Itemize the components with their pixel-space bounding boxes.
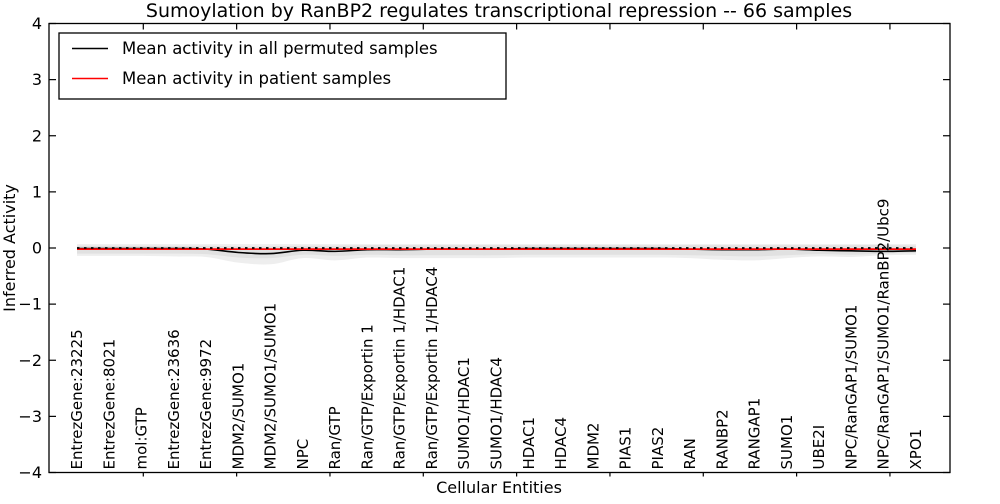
legend-label-permuted: Mean activity in all permuted samples (122, 39, 438, 58)
x-category-label: NPC (294, 439, 312, 470)
x-category-label: Ran/GTP/Exportin 1/HDAC1 (391, 267, 409, 470)
x-category-label: MDM2 (584, 423, 602, 470)
chart-title: Sumoylation by RanBP2 regulates transcri… (146, 0, 852, 22)
x-category-label: SUMO1 (778, 415, 796, 470)
x-category-label: MDM2/SUMO1 (229, 363, 247, 470)
x-category-label: Ran/GTP/Exportin 1/HDAC4 (423, 267, 441, 470)
x-category-label: EntrezGene:23225 (68, 329, 86, 469)
x-category-label: EntrezGene:9972 (197, 339, 215, 470)
x-category-label: MDM2/SUMO1/SUMO1 (262, 303, 280, 470)
x-category-label: HDAC1 (520, 417, 538, 470)
y-tick-label: 3 (32, 70, 42, 89)
y-tick-label: 4 (32, 14, 42, 33)
x-category-label: NPC/RanGAP1/SUMO1 (843, 305, 861, 470)
x-category-label: RAN (681, 438, 699, 469)
x-category-label: Ran/GTP/Exportin 1 (358, 324, 376, 469)
y-tick-labels: 4 3 2 1 0 −1 −2 −3 −4 (18, 14, 42, 482)
x-category-label: XPO1 (907, 429, 925, 470)
legend: Mean activity in all permuted samples Me… (58, 32, 507, 100)
x-category-label: RANBP2 (713, 409, 731, 469)
y-tick-label: −1 (18, 295, 42, 314)
x-category-label: UBE2I (810, 425, 828, 470)
y-tick-label: −4 (18, 463, 42, 482)
x-category-label: PIAS1 (617, 427, 635, 470)
x-category-label: RANGAP1 (746, 398, 764, 470)
legend-box (58, 32, 507, 100)
x-category-label: mol:GTP (133, 407, 151, 469)
y-tick-label: −2 (18, 351, 42, 370)
series-lines-layer (77, 247, 917, 255)
y-tick-label: 2 (32, 126, 42, 145)
x-category-label: EntrezGene:8021 (100, 339, 118, 470)
x-category-label: SUMO1/HDAC4 (488, 357, 506, 469)
axis-ticks-layer (49, 22, 950, 477)
x-category-label: Ran/GTP (326, 406, 344, 469)
legend-label-patient: Mean activity in patient samples (122, 69, 391, 88)
x-axis-label: Cellular Entities (436, 478, 562, 497)
y-tick-label: 0 (32, 239, 42, 258)
y-axis-label: Inferred Activity (0, 184, 19, 312)
x-category-labels: EntrezGene:23225 EntrezGene:8021 mol:GTP En… (68, 199, 925, 470)
x-category-label: EntrezGene:23636 (165, 329, 183, 469)
x-category-label: SUMO1/HDAC1 (455, 357, 473, 469)
permutation-band-layer (77, 244, 916, 265)
x-category-label: NPC/RanGAP1/SUMO1/RanBP2/Ubc9 (875, 199, 893, 470)
y-tick-label: −3 (18, 407, 42, 426)
y-tick-label: 1 (32, 182, 42, 201)
x-category-label: PIAS2 (649, 427, 667, 470)
x-category-label: HDAC4 (552, 417, 570, 470)
